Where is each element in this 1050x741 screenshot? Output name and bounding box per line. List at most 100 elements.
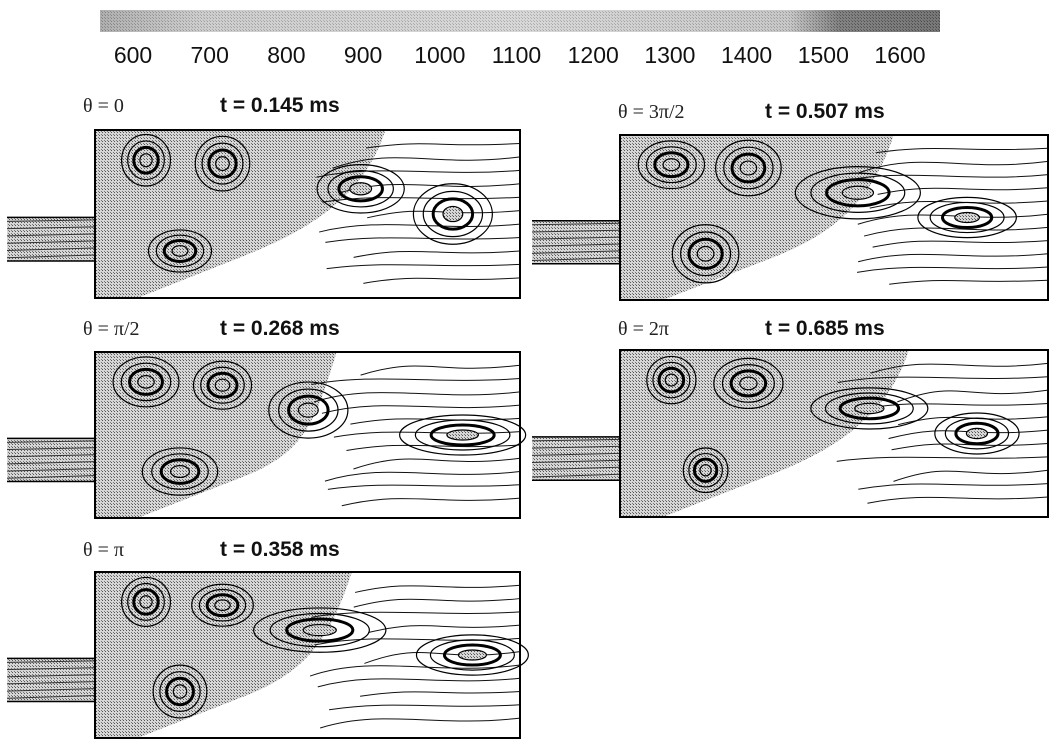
vortex-contour: [337, 175, 384, 203]
vortex-contour: [112, 356, 180, 408]
vortex-contour: [192, 360, 253, 410]
vortex-contour: [139, 595, 153, 609]
hot-region: [95, 572, 352, 738]
vortex-contour: [162, 238, 198, 263]
vortex-contour: [285, 617, 355, 643]
vortex-contour: [139, 153, 153, 168]
vortex-contour: [198, 588, 247, 622]
colorbar-label: 1100: [492, 42, 541, 68]
flow-panel: θ = 2π t = 0.685 ms: [531, 317, 1049, 518]
vortex-contour: [662, 158, 681, 172]
vortex-contour: [120, 362, 172, 402]
streamline: [314, 637, 521, 646]
colorbar-label: 1200: [568, 42, 619, 68]
streamline: [368, 624, 521, 633]
streamline: [858, 160, 1049, 174]
vortex-contour: [671, 224, 740, 284]
vortex-contour: [171, 245, 189, 257]
vortex-contour: [637, 140, 706, 190]
streamline: [870, 362, 1049, 374]
vortex-contour: [442, 205, 464, 223]
inlet-channel: [7, 438, 95, 482]
vortex-contour: [944, 417, 1010, 450]
vortex-contour: [429, 423, 496, 447]
streamline: [856, 266, 1049, 273]
vortex-contour: [269, 612, 370, 648]
streamline: [311, 378, 521, 385]
vortex-contour: [664, 373, 679, 387]
vortex-contour: [810, 387, 929, 430]
inlet-channel: [7, 658, 95, 702]
vortex-contour: [739, 376, 758, 391]
panel-angle: θ = π/2: [83, 318, 140, 340]
vortex-contour: [954, 211, 981, 224]
flow-panel: θ = π t = 0.358 ms: [6, 538, 529, 739]
vortex-contour: [723, 146, 774, 190]
vortex-contour: [253, 607, 387, 653]
vortex-contour: [147, 229, 213, 273]
streamline: [327, 484, 521, 490]
colorbar-label: 1000: [414, 42, 465, 68]
streamline: [863, 226, 1049, 237]
vortex-contour: [165, 676, 195, 707]
streamline: [867, 496, 1049, 504]
streamline: [341, 497, 521, 507]
colorbar-label: 600: [114, 42, 152, 68]
streamline: [350, 417, 521, 425]
vortex-contour: [729, 369, 768, 398]
streamline: [309, 664, 521, 677]
streamline: [324, 471, 521, 482]
vortex-contour: [215, 156, 230, 172]
streamline: [869, 200, 1049, 209]
vortex-contour: [206, 371, 239, 399]
vortex-contour: [214, 378, 231, 392]
streamline: [325, 237, 521, 243]
vortex-contour: [141, 447, 219, 496]
streamline: [364, 651, 521, 664]
panel-angle: θ = 3π/2: [618, 101, 685, 123]
streamline: [354, 584, 521, 593]
flow-panel: θ = 3π/2 t = 0.507 ms: [531, 100, 1049, 301]
vortex-contour: [687, 237, 724, 270]
streamline: [857, 213, 1049, 225]
colorbar-label: 900: [344, 42, 382, 68]
streamline: [889, 279, 1049, 285]
vortex-contour: [653, 151, 690, 179]
vortex-contour: [412, 183, 493, 245]
colorbar-label: 800: [267, 42, 305, 68]
vortex-contour: [121, 576, 171, 627]
vortex-contour: [429, 639, 515, 671]
colorbar-label: 700: [191, 42, 229, 68]
vortex-contour: [442, 643, 502, 667]
vortex-contour: [316, 164, 405, 214]
vortex-contour: [172, 684, 188, 699]
streamline: [872, 240, 1049, 248]
vortex-contour: [132, 588, 160, 616]
colorbar-label: 1600: [874, 42, 925, 68]
vortex-contour: [838, 396, 901, 421]
vortex-contour: [854, 402, 885, 415]
flow-panel: θ = π/2 t = 0.268 ms: [6, 317, 527, 519]
combustor-wall: [94, 351, 521, 519]
vortex-contour: [287, 394, 330, 426]
streamline: [858, 253, 1049, 263]
combustor-wall: [619, 349, 1049, 518]
vortex-contour: [297, 402, 319, 418]
streamline: [360, 691, 521, 697]
streamline: [311, 611, 521, 618]
vortex-contour: [682, 447, 729, 494]
inlet-channel: [532, 436, 620, 481]
panel-time: t = 0.358 ms: [220, 538, 340, 561]
vortex-contour: [349, 182, 373, 196]
vortex-contour: [940, 205, 994, 230]
panel-angle: θ = 0: [83, 95, 124, 117]
vortex-contour: [929, 201, 1005, 234]
streamline: [897, 389, 1049, 403]
streamline: [366, 142, 521, 149]
vortex-contour: [268, 381, 349, 439]
vortex-contour: [422, 190, 484, 238]
vortex-contour: [699, 464, 712, 477]
panel-time: t = 0.685 ms: [765, 317, 885, 340]
vortex-contour: [721, 364, 775, 403]
streamline: [319, 223, 521, 233]
